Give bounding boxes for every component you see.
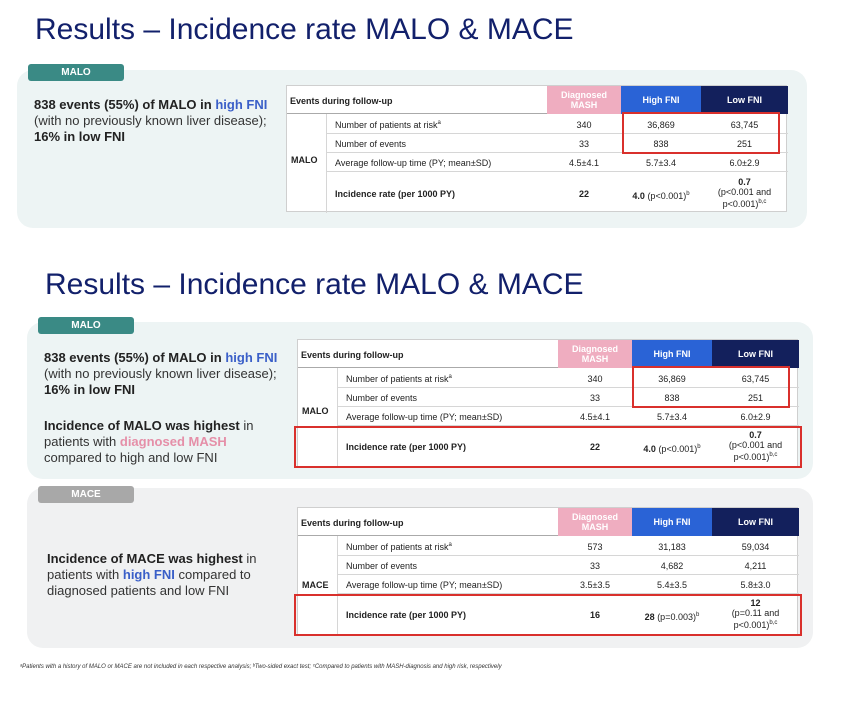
row-label-at-risk: Number of patients at riska — [346, 542, 452, 552]
malo-table: Events during follow-up Diagnosed MASH H… — [297, 339, 799, 468]
cell-at-risk-high: 31,183 — [658, 542, 686, 552]
cell-incidence-high: 4.0 (p<0.001)b — [643, 444, 701, 454]
cell-followup-high: 5.4±3.5 — [657, 580, 687, 590]
cell-incidence-diag: 22 — [589, 442, 600, 452]
cell-at-risk-diag: 340 — [587, 374, 603, 384]
malo-events-text: 838 events (55%) of MALO in high FNI (wi… — [44, 350, 278, 397]
malo-label-top: MALO — [28, 64, 124, 81]
cell-events-diag: 33 — [589, 393, 600, 403]
table-header: Events during follow-up — [298, 340, 797, 368]
cell-incidence-low: 12 (p=0.11 and p<0.001)b,c — [731, 598, 780, 630]
cell-followup-low: 6.0±2.9 — [729, 158, 760, 168]
row-label-events: Number of events — [346, 393, 418, 403]
cell-followup-diag: 3.5±3.5 — [580, 580, 610, 590]
header-diagnosed-mash: Diagnosed MASH — [558, 508, 632, 536]
cell-incidence-low: 0.7 (p<0.001 and p<0.001)b,c — [717, 177, 772, 209]
row-label-events: Number of events — [346, 561, 418, 571]
cell-at-risk-high: 36,869 — [647, 120, 675, 130]
cell-events-low: 251 — [736, 139, 753, 149]
header-high-fni: High FNI — [621, 86, 701, 114]
header-diagnosed-mash: Diagnosed MASH — [547, 86, 621, 114]
table-header: Events during follow-up — [298, 508, 797, 536]
slide-title-top: Results – Incidence rate MALO & MACE — [35, 13, 574, 46]
malo-table-top: Events during follow-up Diagnosed MASH H… — [286, 85, 788, 213]
mace-label: MACE — [38, 486, 134, 503]
slide-title-bottom: Results – Incidence rate MALO & MACE — [45, 268, 584, 301]
row-group-mace: MACE — [302, 580, 329, 590]
row-label-events: Number of events — [335, 139, 407, 149]
cell-incidence-low: 0.7 (p<0.001 and p<0.001)b,c — [728, 430, 783, 462]
row-group-malo: MALO — [291, 155, 318, 165]
malo-highest-text: Incidence of MALO was highest in patient… — [44, 418, 254, 465]
cell-at-risk-high: 36,869 — [658, 374, 686, 384]
malo-label: MALO — [38, 317, 134, 334]
mace-table: Events during follow-up Diagnosed MASH H… — [297, 507, 799, 636]
header-diagnosed-mash: Diagnosed MASH — [558, 340, 632, 368]
cell-incidence-diag: 16 — [589, 610, 600, 620]
header-high-fni: High FNI — [632, 340, 712, 368]
header-high-fni: High FNI — [632, 508, 712, 536]
row-label-incidence: Incidence rate (per 1000 PY) — [346, 442, 467, 452]
row-group-malo: MALO — [302, 406, 329, 416]
row-label-incidence: Incidence rate (per 1000 PY) — [346, 610, 467, 620]
cell-at-risk-low: 59,034 — [741, 542, 770, 552]
row-label-followup: Average follow-up time (PY; mean±SD) — [346, 412, 503, 422]
row-label-at-risk: Number of patients at riska — [335, 120, 441, 130]
cell-at-risk-low: 63,745 — [741, 374, 770, 384]
malo-events-text-top: 838 events (55%) of MALO in high FNI (wi… — [34, 97, 268, 144]
table-header: Events during follow-up — [287, 86, 786, 114]
cell-incidence-high: 4.0 (p<0.001)b — [632, 191, 690, 201]
row-label-incidence: Incidence rate (per 1000 PY) — [335, 189, 456, 199]
footnote: ᵃPatients with a history of MALO or MACE… — [20, 664, 502, 670]
cell-incidence-diag: 22 — [578, 189, 589, 199]
cell-followup-low: 6.0±2.9 — [740, 412, 771, 422]
highlight-mace-incidence — [294, 594, 802, 636]
header-low-fni: Low FNI — [701, 86, 788, 114]
cell-at-risk-low: 63,745 — [730, 120, 759, 130]
header-low-fni: Low FNI — [712, 508, 799, 536]
cell-events-high: 838 — [653, 139, 669, 149]
cell-events-low: 4,211 — [744, 561, 767, 571]
cell-incidence-high: 28 (p=0.003)b — [644, 612, 700, 622]
row-label-followup: Average follow-up time (PY; mean±SD) — [346, 580, 503, 590]
cell-events-high: 4,682 — [660, 561, 684, 571]
cell-followup-high: 5.7±3.4 — [646, 158, 676, 168]
cell-events-diag: 33 — [578, 139, 589, 149]
highlight-fni-counts — [632, 366, 790, 408]
cell-events-low: 251 — [747, 393, 764, 403]
row-label-at-risk: Number of patients at riska — [346, 374, 452, 384]
cell-events-high: 838 — [664, 393, 680, 403]
cell-followup-diag: 4.5±4.1 — [580, 412, 610, 422]
cell-followup-high: 5.7±3.4 — [657, 412, 687, 422]
cell-at-risk-diag: 340 — [576, 120, 592, 130]
cell-followup-diag: 4.5±4.1 — [569, 158, 599, 168]
cell-at-risk-diag: 573 — [587, 542, 603, 552]
header-low-fni: Low FNI — [712, 340, 799, 368]
cell-events-diag: 33 — [589, 561, 600, 571]
mace-highest-text: Incidence of MACE was highest in patient… — [47, 551, 257, 598]
cell-followup-low: 5.8±3.0 — [740, 580, 771, 590]
highlight-malo-incidence — [294, 426, 802, 468]
row-label-followup: Average follow-up time (PY; mean±SD) — [335, 158, 492, 168]
highlight-fni-counts-top — [622, 112, 780, 154]
